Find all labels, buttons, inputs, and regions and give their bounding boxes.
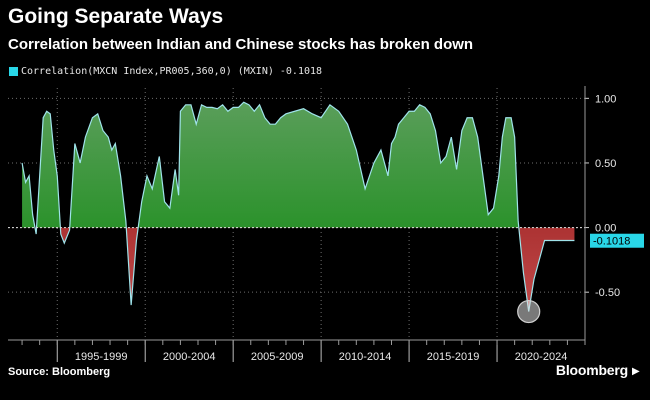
positive-area — [22, 102, 575, 228]
x-tick-label: 2000-2004 — [163, 351, 216, 363]
area-layer — [8, 101, 585, 312]
y-tick-label: -0.50 — [595, 287, 620, 299]
source-note: Source: Bloomberg — [8, 366, 111, 378]
bloomberg-logo: Bloomberg — [555, 362, 628, 378]
annotation-layer: -0.1018 — [517, 233, 644, 324]
last-value-tag — [590, 233, 644, 248]
y-tick-label: 1.00 — [595, 93, 616, 105]
y-tick-label: 0.00 — [595, 223, 616, 235]
legend: Correlation(MXCN Index,PR005,360,0) (MXI… — [9, 66, 322, 77]
chart-subtitle: Correlation between Indian and Chinese s… — [8, 36, 474, 53]
axis-layer: 1.00 0.50 0.00 -0.50 1995-1999 2000-2004 2005-… — [8, 86, 620, 363]
negative-area — [34, 227, 575, 312]
low-point-marker — [517, 299, 541, 324]
chart-title: Going Separate Ways — [8, 5, 224, 28]
x-tick-label: 2005-2009 — [251, 351, 304, 363]
legend-label: Correlation(MXCN Index,PR005,360,0) (MXI… — [21, 66, 323, 77]
bloomberg-mark-icon: ▶ — [632, 366, 640, 377]
x-tick-label: 1995-1999 — [75, 351, 128, 363]
series-line — [21, 101, 575, 312]
y-tick-label: 0.50 — [595, 158, 616, 170]
last-value-label: -0.1018 — [593, 236, 630, 248]
x-tick-label: 2010-2014 — [339, 351, 392, 363]
legend-swatch — [9, 67, 18, 76]
x-tick-label: 2015-2019 — [427, 351, 480, 363]
x-tick-label: 2020-2024 — [515, 351, 568, 363]
